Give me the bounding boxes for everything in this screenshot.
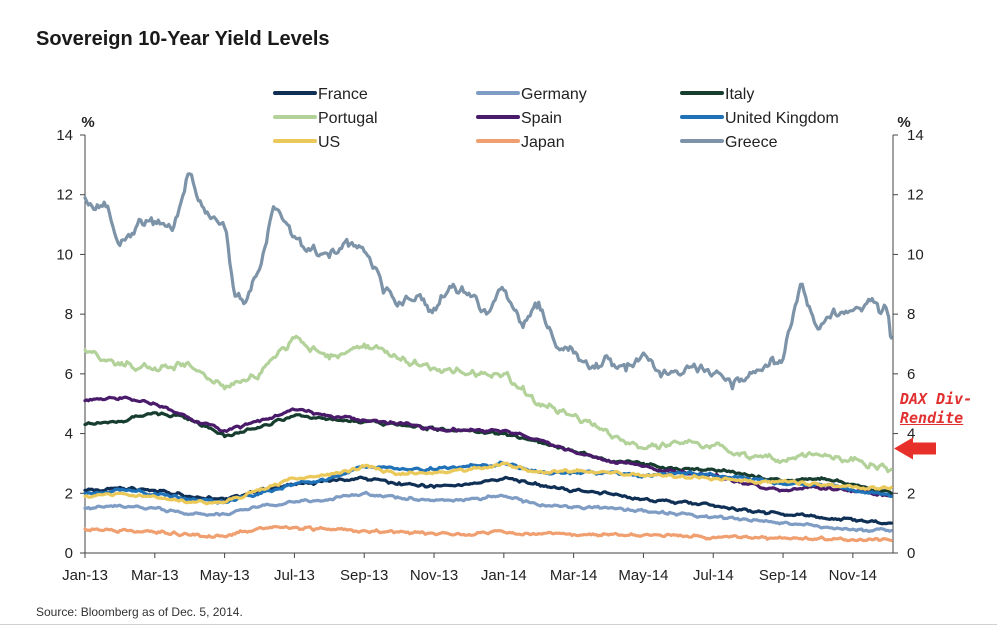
y-tick-label-right: 2 [907,485,915,502]
y-tick-label-right: 4 [907,426,915,443]
y-tick-label-left: 10 [56,246,73,263]
y-tick-label-left: 12 [56,187,73,204]
x-tick-label: Jul-14 [693,567,734,584]
legend-label-united-kingdom: United Kingdom [725,110,839,127]
dax-annotation-line1: DAX Div- [900,390,973,408]
legend-label-japan: Japan [521,134,565,151]
y-tick-label-right: 6 [907,366,915,383]
y-tick-label-right: 8 [907,306,915,323]
series-line-japan [83,525,893,543]
dax-annotation-line2: Rendite [900,409,964,427]
source-note: Source: Bloomberg as of Dec. 5, 2014. [36,605,243,619]
series-line-portugal [83,334,893,474]
series-lines [83,172,893,543]
y-tick-label-left: 8 [65,306,73,323]
legend-label-spain: Spain [521,110,562,127]
y-tick-label-right: 14 [907,127,924,144]
x-tick-label: Mar-13 [131,567,179,584]
y-tick-label-left: 4 [65,426,73,443]
x-tick-label: Jan-13 [62,567,108,584]
x-tick-label: Mar-14 [550,567,598,584]
series-line-germany [83,490,893,534]
x-tick-label: Jan-14 [481,567,527,584]
legend-label-portugal: Portugal [318,110,378,127]
series-line-spain [83,395,893,498]
annotation-arrow [894,437,936,460]
x-tick-label: Nov-14 [829,567,877,584]
legend-label-us: US [318,134,340,151]
y-tick-label-left: 0 [65,545,73,562]
series-line-greece [83,172,893,391]
y-unit-left: % [81,114,94,131]
y-unit-right: % [897,114,910,131]
x-tick-label: Nov-13 [410,567,458,584]
x-tick-label: May-13 [200,567,250,584]
x-tick-label: Jul-13 [274,567,315,584]
x-tick-label: Sep-13 [340,567,388,584]
y-tick-label-right: 12 [907,187,924,204]
y-tick-label-left: 14 [56,127,73,144]
legend-label-germany: Germany [521,86,587,103]
bottom-divider [0,624,997,625]
annotation-arrow-shape [894,437,936,460]
dax-annotation: DAX Div- Rendite [900,390,972,428]
y-tick-label-left: 2 [65,485,73,502]
y-tick-label-left: 6 [65,366,73,383]
legend-label-france: France [318,86,368,103]
legend: France Germany Italy Portugal Spain United Ki… [273,86,839,151]
legend-label-italy: Italy [725,86,754,103]
y-tick-label-right: 0 [907,545,915,562]
series-line-us [83,461,893,506]
chart-title: Sovereign 10-Year Yield Levels [36,28,330,50]
legend-label-greece: Greece [725,134,778,151]
series-line-france [83,475,893,526]
x-tick-label: Sep-14 [759,567,807,584]
x-tick-label: May-14 [618,567,668,584]
y-tick-label-right: 10 [907,246,924,263]
axes: % % 0 0 2 2 4 4 6 6 8 8 10 10 12 12 14 14 Jan-13 Mar-13 May-… [56,114,923,584]
